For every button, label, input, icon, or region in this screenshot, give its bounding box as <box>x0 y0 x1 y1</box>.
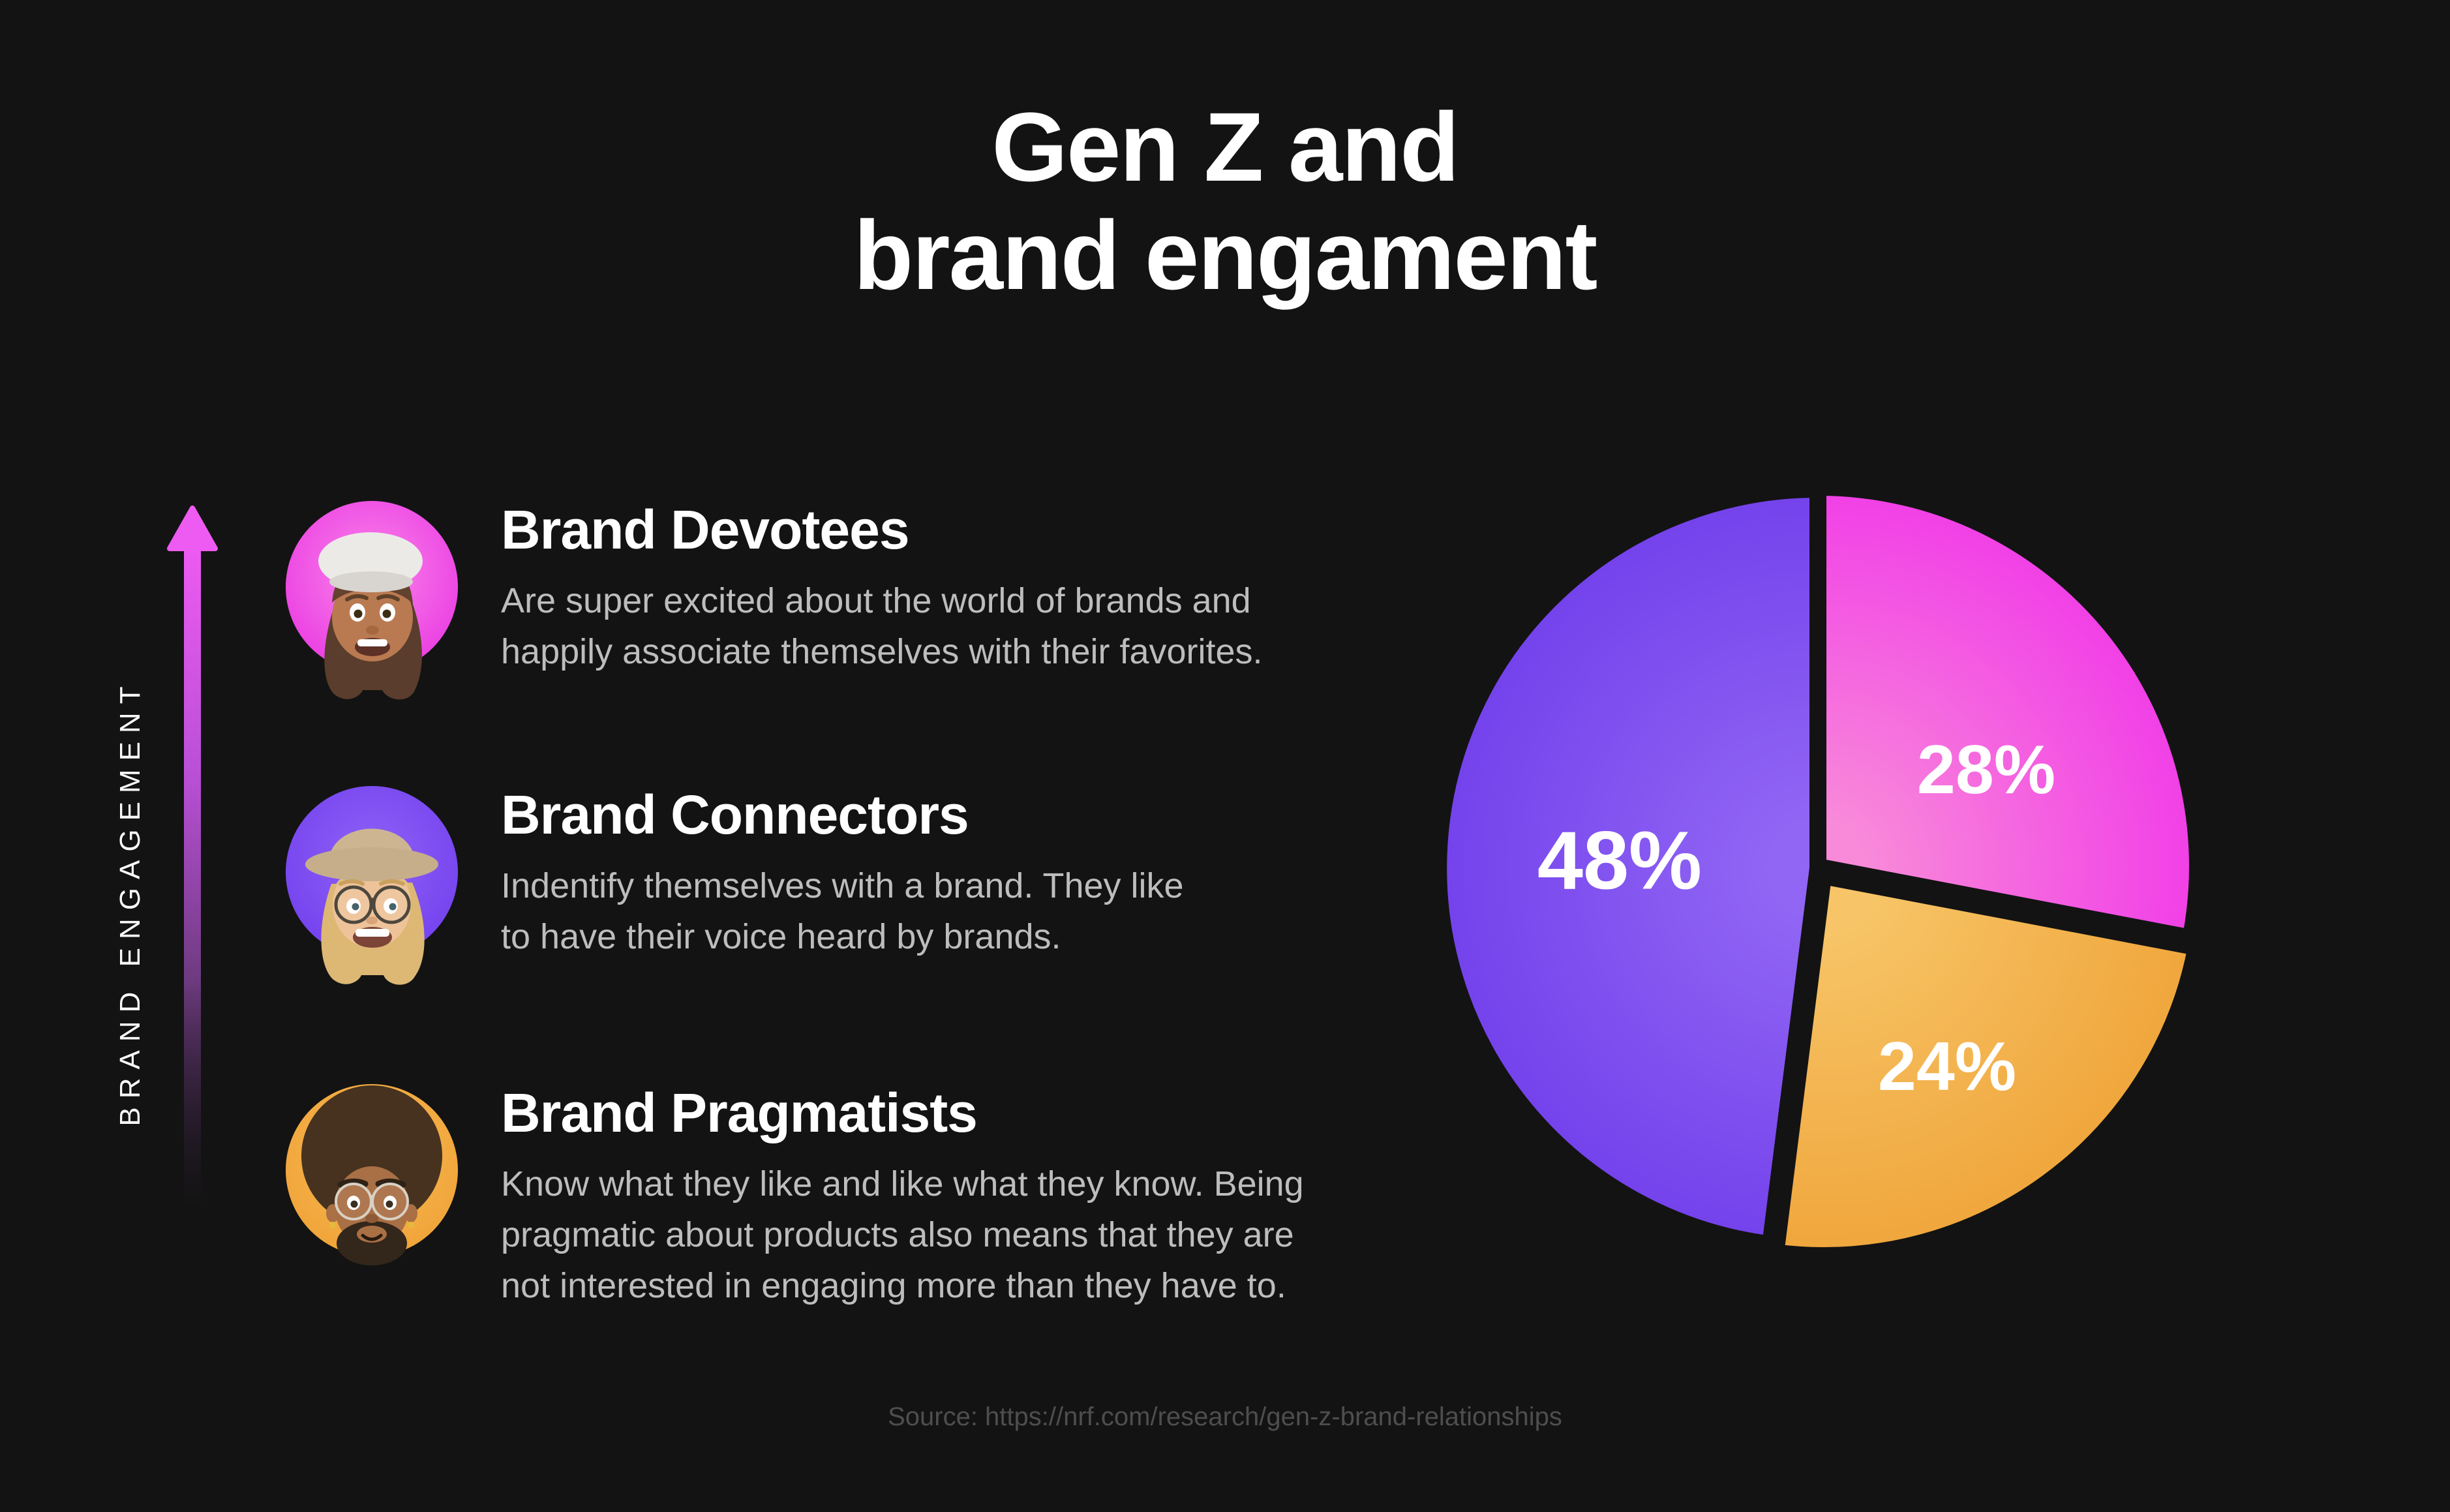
teeth <box>355 929 389 937</box>
persona-name: Brand Pragmatists <box>501 1082 978 1143</box>
nose <box>366 626 379 635</box>
persona-name: Brand Devotees <box>501 499 910 560</box>
right-iris <box>386 1200 393 1208</box>
avatar-brand-connectors-icon <box>286 786 458 985</box>
avatar-brand-devotees-icon <box>286 501 458 700</box>
pie-label-24%: 24% <box>1878 1028 2016 1105</box>
source-note: Source: https://nrf.com/research/gen-z-b… <box>888 1402 1562 1431</box>
glasses-right-lens <box>371 1183 409 1220</box>
persona-name: Brand Connectors <box>501 784 969 845</box>
teeth <box>357 639 387 646</box>
persona-brand-pragmatists: Brand Pragmatists Know what they like an… <box>286 1084 1395 1306</box>
pie-slice-28% <box>1811 480 2205 945</box>
afro-hair <box>301 1085 442 1226</box>
glasses-left-lens <box>334 885 373 924</box>
right-brow <box>375 1178 406 1188</box>
nose <box>366 916 378 924</box>
right-earring <box>408 1222 414 1228</box>
up-arrow-icon <box>167 506 218 1213</box>
pie-chart: 28% 24% 48% <box>1431 480 2205 1263</box>
left-earring <box>329 1222 336 1228</box>
axis-label: BRAND ENGAGEMENT <box>114 678 146 1126</box>
avatar-brand-pragmatists-icon <box>286 1084 458 1265</box>
right-iris <box>382 609 391 618</box>
ranger-hat-brim <box>305 847 438 881</box>
left-brow <box>339 879 365 886</box>
persona-description: Indentify themselves with a brand. They … <box>501 866 1184 956</box>
persona-description: Know what they like and like what they k… <box>501 1164 1304 1305</box>
left-iris <box>350 1200 358 1208</box>
right-brow <box>376 594 400 601</box>
pie-label-28%: 28% <box>1917 731 2055 808</box>
persona-description: Are super excited about the world of bra… <box>501 581 1263 671</box>
beard <box>337 1221 407 1265</box>
glasses-right-lens <box>372 885 411 924</box>
smile <box>361 1233 383 1241</box>
left-brow <box>337 1178 369 1188</box>
left-iris <box>354 609 363 618</box>
glasses-bridge <box>369 1195 375 1199</box>
pie-slice-48% <box>1431 482 1825 1252</box>
pie-slice-24% <box>1768 869 2203 1263</box>
face <box>332 573 413 661</box>
glasses-left-lens <box>335 1183 372 1220</box>
beret-band <box>329 571 413 592</box>
right-brow <box>379 879 405 886</box>
nose <box>365 1214 378 1223</box>
persona-brand-connectors: Brand Connectors Indentify themselves wi… <box>286 786 1395 1008</box>
right-iris <box>389 903 397 911</box>
glasses-bridge <box>369 898 376 902</box>
left-iris <box>352 903 359 911</box>
left-brow <box>345 594 369 601</box>
persona-brand-devotees: Brand Devotees Are super excited about t… <box>286 501 1395 723</box>
page-title: Gen Z and brand engament <box>853 92 1598 310</box>
pie-label-48%: 48% <box>1537 815 1702 907</box>
